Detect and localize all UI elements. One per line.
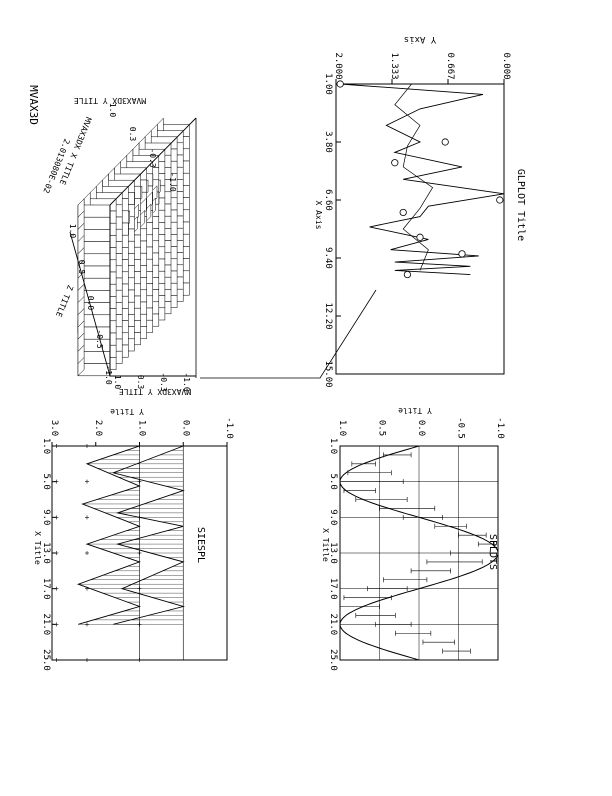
spldts-xtick-label: 1.0 xyxy=(328,438,338,454)
mvax3d-title: MVAX3D xyxy=(27,85,40,125)
siespl-ytick-label: 1.0 xyxy=(137,420,147,436)
spldts-chart: 1.0 5.0 9.0 13.0 17.0 21.0 25.0 -1.0 -0.5 0.0 0.5 1… xyxy=(321,406,505,671)
mvax3d-axis-y xyxy=(109,117,197,206)
spldts-xtick-label: 9.0 xyxy=(328,509,338,525)
spldts-ytick-label: 1.0 xyxy=(337,420,347,436)
glplot-marker xyxy=(458,250,466,258)
mvax3d-ztick-label: 0.0 xyxy=(86,296,95,311)
glplot-frame xyxy=(335,83,505,375)
mvax3d-top-ytitle: MVAX3DX Y TITLE xyxy=(74,96,146,105)
siespl-chart: 1.0 5.0 9.0 13.0 17.0 21.0 25.0 -1.0 0.0 1.0 2.0 3.… xyxy=(33,407,234,671)
mvax3d-chart: MVAX3D MVAX3DX Y TITLE MVAX3DX Y TITLE M… xyxy=(27,85,197,396)
glplot-xtick-label: 15.00 xyxy=(323,360,333,387)
siespl-xtick-label: 21.0 xyxy=(41,613,51,635)
mvax3d-ztick-label: 1.0 xyxy=(68,224,77,239)
glplot-marker xyxy=(336,80,344,88)
glplot-series-line-1 xyxy=(394,83,434,271)
siespl-ytick-label: 2.0 xyxy=(93,420,103,436)
glplot-chart: 1.00 3.80 6.60 9.40 12.20 15.00 0.000 0.667 1.33… xyxy=(200,34,526,388)
glplot-series xyxy=(340,83,505,276)
glplot-marker xyxy=(399,208,407,217)
siespl-series xyxy=(76,445,186,625)
spldts-xtick-label: 13.0 xyxy=(328,542,338,564)
siespl-xlabel: X Title xyxy=(33,531,42,565)
mvax3d-x-ticks: 1.0 1.0 0.3 0.3 -0.3 -0.3 -1.0 -1.0 xyxy=(108,103,191,392)
mvax3d-bars xyxy=(77,117,190,377)
spldts-xtick-label: 25.0 xyxy=(328,649,338,671)
siespl-xtick-label: 17.0 xyxy=(41,578,51,600)
glplot-xtick-label: 12.20 xyxy=(323,302,333,329)
glplot-marker xyxy=(441,138,449,146)
glplot-marker xyxy=(391,159,399,167)
mvax3d-xtick-bottom: 0.3 xyxy=(136,375,145,390)
glplot-ytick-label: 2.000 xyxy=(333,52,343,79)
spldts-ytick-label: 0.0 xyxy=(416,420,426,436)
mvax3d-xtick-top: -1.0 xyxy=(168,172,177,191)
glplot-perspective-line xyxy=(200,289,377,379)
spldts-title: SPLDTS xyxy=(487,534,498,570)
glplot-xtick-label: 1.00 xyxy=(323,73,333,95)
glplot-xtick-label: 6.60 xyxy=(323,189,333,211)
mvax3d-xtick-bottom: -0.3 xyxy=(159,372,168,391)
spldts-ytick-label: 0.5 xyxy=(377,420,387,436)
siespl-ytick-label: -1.0 xyxy=(224,417,234,439)
siespl-xtick-label: 25.0 xyxy=(41,649,51,671)
siespl-crosses xyxy=(54,444,142,662)
spldts-sine-curve xyxy=(339,445,499,661)
glplot-marker xyxy=(403,270,411,279)
siespl-ylabel: Y Title xyxy=(110,407,144,416)
glplot-xtick-label: 9.40 xyxy=(323,247,333,269)
mvax3d-xtick-top: -0.3 xyxy=(148,148,157,167)
mvax3d-ztick-label: 0.5 xyxy=(77,260,86,275)
spldts-ytick-label: -0.5 xyxy=(456,417,466,439)
glplot-xtick-label: 3.80 xyxy=(323,131,333,153)
mvax3d-xtick-top: 1.0 xyxy=(108,103,117,118)
glplot-ticks: 1.00 3.80 6.60 9.40 12.20 15.00 0.000 0.667 1.33… xyxy=(323,52,511,387)
glplot-ytick-label: 1.333 xyxy=(389,52,399,79)
siespl-xtick-label: 5.0 xyxy=(41,474,51,490)
siespl-ytick-label: 0.0 xyxy=(180,420,190,436)
glplot-series-line-0 xyxy=(340,83,505,276)
mvax3d-z-ticks: -1.0 -0.5 0.0 0.5 1.0 xyxy=(68,224,113,385)
glplot-marker xyxy=(416,233,424,241)
glplot-ylabel: Y Axis xyxy=(404,34,437,44)
mvax3d-ztick-label: -1.0 xyxy=(104,365,113,384)
glplot-marker xyxy=(496,196,504,204)
spldts-xtick-label: 5.0 xyxy=(328,474,338,490)
spldts-ticks: 1.0 5.0 9.0 13.0 17.0 21.0 25.0 -1.0 -0.5 0.0 0.5 1… xyxy=(328,417,505,671)
mvax3d-xtick-bottom: 1.0 xyxy=(113,375,122,390)
glplot-xlabel: X Axis xyxy=(314,201,323,230)
mvax3d-xtick-bottom: -1.0 xyxy=(182,372,191,391)
mvax3d-bar-top xyxy=(77,356,85,377)
mvax3d-ztitle: Z TITLE xyxy=(54,284,75,319)
spldts-xtick-label: 17.0 xyxy=(328,578,338,600)
mvax3d-xtick-top: 0.3 xyxy=(128,127,137,142)
glplot-ytick-label: 0.667 xyxy=(445,52,455,79)
glplot-title: GLPLOT Title xyxy=(515,169,526,241)
siespl-ytick-label: 3.0 xyxy=(49,420,59,436)
siespl-xtick-label: 9.0 xyxy=(41,509,51,525)
siespl-xtick-label: 1.0 xyxy=(41,438,51,454)
mvax3d-bottom-ytitle: MVAX3DX Y TITLE xyxy=(119,387,191,396)
spldts-curve xyxy=(339,445,499,661)
spldts-ylabel: Y Title xyxy=(398,406,432,415)
siespl-xtick-label: 13.0 xyxy=(41,542,51,564)
spldts-ytick-label: -1.0 xyxy=(495,417,505,439)
mvax3d-ztick-label: -0.5 xyxy=(95,329,104,348)
spldts-xlabel: X Title xyxy=(321,528,330,562)
siespl-title: SIESPL xyxy=(195,527,206,563)
glplot-ytick-label: 0.000 xyxy=(501,52,511,79)
glplot-markers xyxy=(336,80,504,279)
spldts-xtick-label: 21.0 xyxy=(328,613,338,635)
mvax3d-axis-z xyxy=(69,231,111,377)
